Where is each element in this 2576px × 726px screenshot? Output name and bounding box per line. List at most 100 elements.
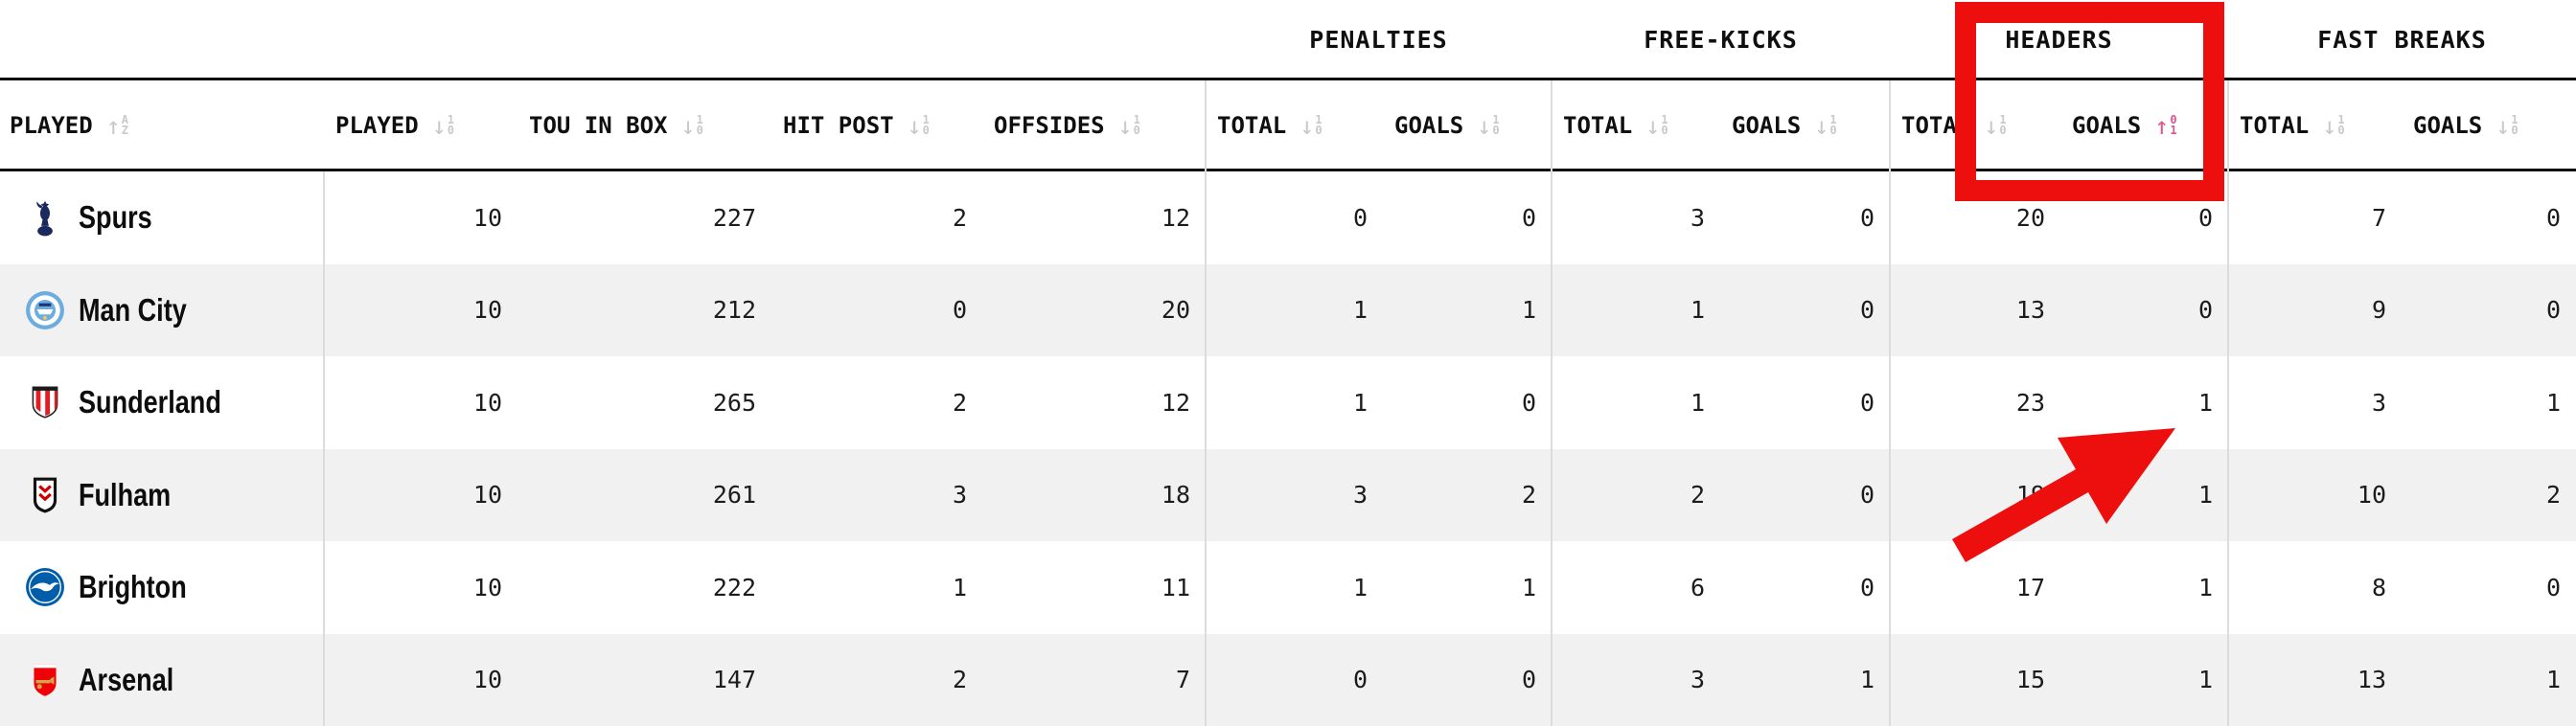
cell-penalties-total: 1 (1352, 388, 1368, 417)
sort-arrow-glyph: ↑ (105, 111, 121, 140)
sort-top-char: 1 (922, 113, 930, 126)
column-header-tou-in-box[interactable]: TOU IN BOX ↓ 1 0 (518, 79, 771, 171)
cell-headers-goals: 1 (2197, 481, 2213, 510)
column-header-team[interactable]: PLAYED ↑ A Z (0, 79, 324, 171)
cell-offsides: 18 (1161, 481, 1190, 510)
team-cell[interactable]: Arsenal (0, 634, 324, 726)
team-cell[interactable]: Fulham (0, 449, 324, 542)
column-divider (1205, 80, 1207, 726)
sort-arrow-glyph: ↓ (2496, 111, 2511, 140)
sort-arrow-glyph: ↓ (680, 111, 696, 140)
sort-top-char: 1 (1999, 113, 2007, 126)
team-cell[interactable]: Brighton (0, 541, 324, 634)
cell-penalties-total: 0 (1352, 666, 1368, 694)
sort-descending-icon: ↓ 1 0 (1477, 114, 1499, 138)
column-header-label: HIT POST (783, 112, 894, 139)
cell-headers-total: 20 (2015, 203, 2045, 232)
cell-penalties-goals: 2 (1521, 481, 1536, 510)
table-body: Spurs 10 227 2 12 0 0 3 0 20 0 7 0 Man City 10 212 0 20 1 1… (0, 171, 2576, 726)
column-header-offsides[interactable]: OFFSIDES ↓ 1 0 (982, 79, 1206, 171)
column-divider (323, 171, 325, 726)
cell-hit-post: 2 (952, 388, 967, 417)
cell-headers-total: 19 (2015, 481, 2045, 510)
cell-free-kicks-total: 6 (1690, 573, 1705, 601)
brighton-crest-icon (25, 567, 65, 607)
column-header-label: GOALS (1394, 112, 1464, 139)
cell-penalties-goals: 1 (1521, 573, 1536, 601)
cell-headers-goals: 1 (2197, 573, 2213, 601)
cell-penalties-goals: 0 (1521, 203, 1536, 232)
team-cell[interactable]: Sunderland (0, 356, 324, 449)
cell-hit-post: 2 (952, 666, 967, 694)
group-header-penalties: PENALTIES (1309, 26, 1448, 54)
cell-headers-total: 13 (2015, 296, 2045, 325)
sort-bottom-char: 0 (1492, 124, 1500, 137)
cell-tou-in-box: 222 (712, 573, 756, 601)
column-header-label: TOU IN BOX (529, 112, 668, 139)
man-city-crest-icon (25, 290, 65, 330)
cell-free-kicks-goals: 0 (1859, 203, 1874, 232)
cell-tou-in-box: 265 (712, 388, 756, 417)
column-header-free-kicks-goals[interactable]: GOALS ↓ 1 0 (1720, 79, 1890, 171)
cell-hit-post: 1 (952, 573, 967, 601)
group-header-spacer (0, 0, 1206, 79)
column-header-label: OFFSIDES (994, 112, 1105, 139)
column-header-fast-breaks-total[interactable]: TOTAL ↓ 1 0 (2228, 79, 2402, 171)
cell-offsides: 12 (1161, 388, 1190, 417)
sort-descending-icon: ↓ 1 0 (908, 114, 930, 138)
cell-fast-breaks-goals: 1 (2545, 388, 2561, 417)
team-cell[interactable]: Spurs (0, 171, 324, 264)
cell-played: 10 (472, 481, 502, 510)
sort-descending-icon: ↓ 1 0 (681, 114, 703, 138)
table-row-sunderland: Sunderland 10 265 2 12 1 0 1 0 23 1 3 1 (0, 356, 2576, 449)
cell-headers-total: 23 (2015, 388, 2045, 417)
sort-descending-icon: ↓ 1 0 (1984, 114, 2006, 138)
sort-bottom-char: 0 (2337, 124, 2345, 137)
sort-bottom-char: 0 (1999, 124, 2007, 137)
column-header-penalties-goals[interactable]: GOALS ↓ 1 0 (1383, 79, 1552, 171)
group-header-free-kicks: FREE-KICKS (1644, 26, 1798, 54)
cell-played: 10 (472, 296, 502, 325)
cell-penalties-total: 1 (1352, 573, 1368, 601)
sort-bottom-char: 0 (696, 124, 703, 137)
sort-arrow-glyph: ↓ (1300, 111, 1315, 140)
cell-fast-breaks-goals: 0 (2545, 296, 2561, 325)
column-header-headers-total[interactable]: TOTAL ↓ 1 0 (1890, 79, 2060, 171)
column-header-hit-post[interactable]: HIT POST ↓ 1 0 (771, 79, 982, 171)
column-divider (1889, 80, 1891, 726)
sort-bottom-char: 0 (1829, 124, 1837, 137)
column-header-label: TOTAL (1217, 112, 1287, 139)
sort-top-char: 1 (1315, 113, 1322, 126)
cell-headers-goals: 0 (2197, 203, 2213, 232)
cell-free-kicks-goals: 0 (1859, 296, 1874, 325)
column-header-fast-breaks-goals[interactable]: GOALS ↓ 1 0 (2402, 79, 2576, 171)
team-name: Sunderland (79, 384, 221, 420)
cell-penalties-goals: 1 (1521, 296, 1536, 325)
cell-fast-breaks-total: 10 (2357, 481, 2386, 510)
column-header-label: PLAYED (10, 112, 93, 139)
column-header-free-kicks-total[interactable]: TOTAL ↓ 1 0 (1552, 79, 1720, 171)
column-header-penalties-total[interactable]: TOTAL ↓ 1 0 (1206, 79, 1383, 171)
sort-arrow-glyph: ↓ (907, 111, 922, 140)
sort-arrow-glyph: ↓ (2322, 111, 2337, 140)
team-name: Brighton (79, 569, 187, 605)
team-cell[interactable]: Man City (0, 264, 324, 357)
sort-top-char: 1 (2337, 113, 2345, 126)
column-header-played[interactable]: PLAYED ↓ 1 0 (324, 79, 518, 171)
column-header-headers-goals[interactable]: GOALS ↑ 0 1 (2060, 79, 2228, 171)
sort-arrow-glyph: ↑ (2154, 111, 2170, 140)
cell-free-kicks-total: 1 (1690, 388, 1705, 417)
sort-descending-icon: ↓ 1 0 (2322, 114, 2344, 138)
cell-free-kicks-goals: 1 (1859, 666, 1874, 694)
sort-bottom-char: 0 (1315, 124, 1322, 137)
sort-top-char: 1 (1829, 113, 1837, 126)
sort-bottom-char: 1 (2170, 124, 2177, 137)
cell-free-kicks-total: 2 (1690, 481, 1705, 510)
column-header-label: GOALS (2072, 112, 2142, 139)
cell-fast-breaks-total: 13 (2357, 666, 2386, 694)
